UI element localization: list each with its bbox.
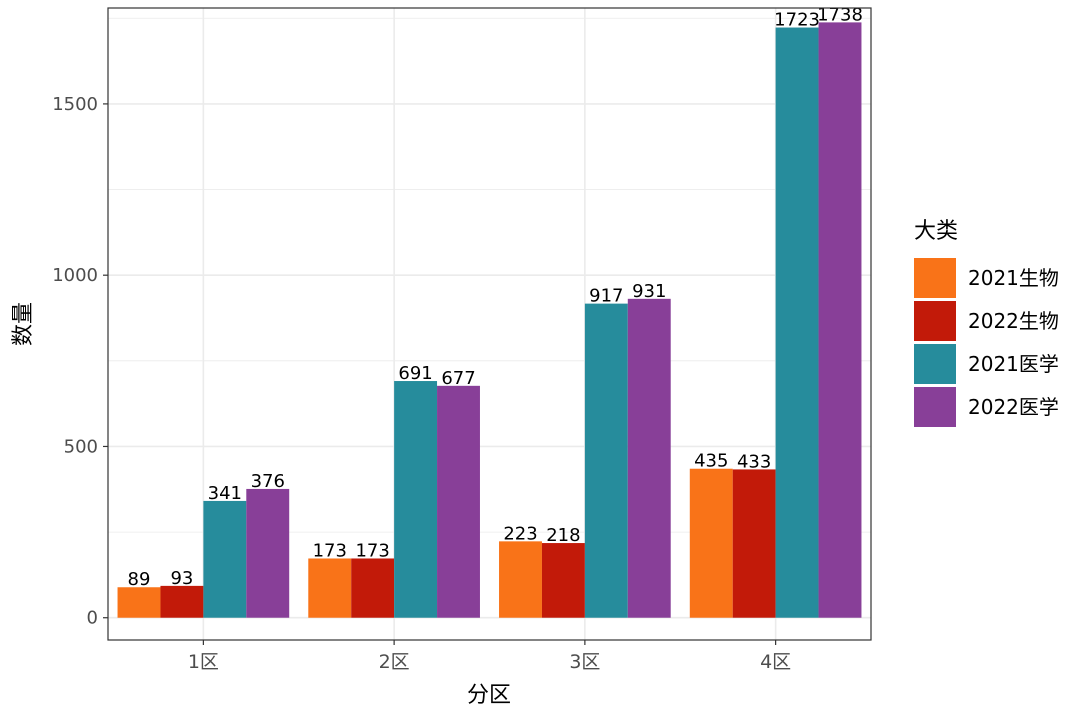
legend-label: 2022医学 [968, 395, 1059, 419]
bar [627, 298, 671, 618]
x-tick-label: 2区 [379, 651, 410, 673]
bar [584, 303, 628, 618]
legend-title: 大类 [914, 219, 958, 244]
y-tick-label: 1500 [52, 94, 98, 115]
bar [351, 558, 395, 618]
y-tick-label: 0 [87, 608, 98, 629]
bars-layer [117, 22, 862, 618]
bar-value-label: 218 [546, 525, 580, 546]
bar-value-label: 677 [441, 368, 475, 389]
bar-value-label: 433 [737, 451, 771, 472]
bar [308, 558, 352, 618]
bar-value-label: 931 [632, 281, 666, 302]
bar [818, 22, 862, 618]
y-axis-title: 数量 [11, 302, 36, 346]
bar [541, 543, 585, 618]
y-tick-label: 500 [64, 436, 98, 457]
bar-value-label: 173 [355, 540, 389, 561]
bar [394, 381, 438, 618]
bar-value-label: 691 [398, 363, 432, 384]
bar-value-label: 341 [208, 483, 242, 504]
bar-value-label: 435 [694, 451, 728, 472]
bar-value-label: 376 [251, 471, 285, 492]
bar-value-label: 93 [170, 568, 193, 589]
bar [732, 469, 776, 618]
legend-swatch [914, 387, 956, 427]
bar [203, 500, 247, 618]
bar [499, 541, 542, 618]
legend-swatch [914, 301, 956, 341]
bar-value-label: 89 [128, 569, 151, 590]
bar [160, 585, 204, 618]
bar-value-label: 173 [313, 540, 347, 561]
bar [117, 587, 161, 618]
bar [246, 488, 290, 618]
panel-border [107, 7, 872, 641]
bar [689, 468, 733, 618]
bar [437, 385, 480, 618]
legend-swatch [914, 344, 956, 384]
bar [775, 27, 819, 618]
legend-label: 2022生物 [968, 309, 1059, 333]
data-labels-layer: 89 173 223 435 93 173 218 433 341 691 917 1723 376 67… [128, 4, 863, 590]
bar-value-label: 1738 [817, 4, 863, 25]
x-tick-label: 4区 [760, 651, 791, 673]
legend: 大类 2021生物 2022生物 2021医学 2022医学 [914, 219, 1059, 427]
bar-value-label: 917 [589, 286, 623, 307]
legend-label: 2021医学 [968, 352, 1059, 376]
legend-swatch [914, 258, 956, 298]
bar-value-label: 223 [503, 523, 537, 544]
x-tick-label: 1区 [188, 651, 219, 673]
y-tick-label: 1000 [52, 265, 98, 286]
bar-value-label: 1723 [774, 10, 820, 31]
legend-label: 2021生物 [968, 266, 1059, 290]
legend-items: 2021生物 2022生物 2021医学 2022医学 [914, 258, 1059, 427]
x-tick-label: 3区 [569, 651, 600, 673]
axis-layer: 0 500 1000 1500 1区 2区 3区 4区 [52, 94, 791, 673]
x-axis-title: 分区 [467, 683, 511, 708]
